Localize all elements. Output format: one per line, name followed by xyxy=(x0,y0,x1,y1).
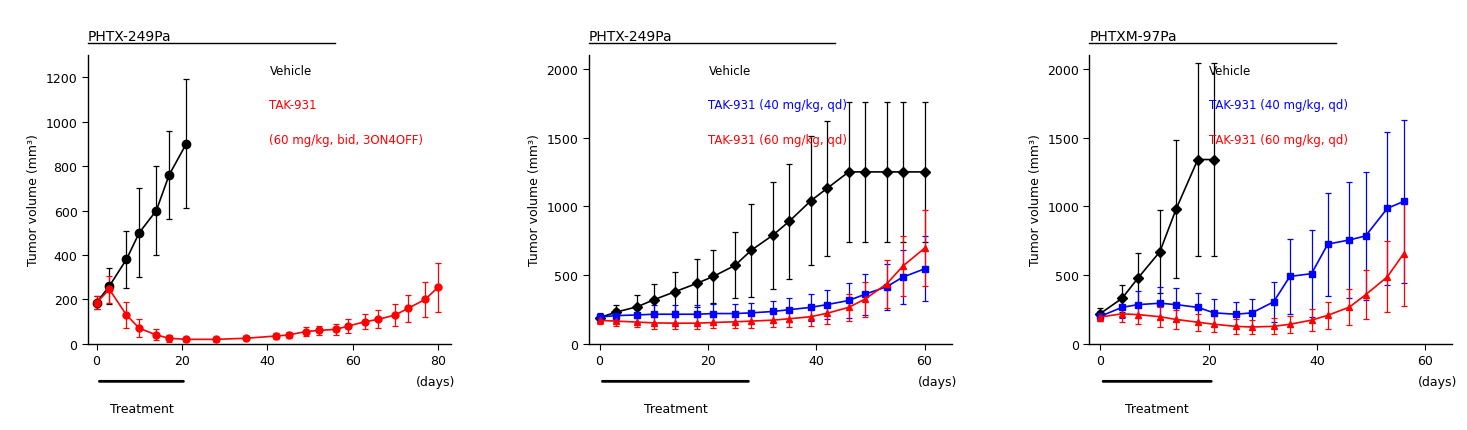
Text: (60 mg/kg, bid, 3ON4OFF): (60 mg/kg, bid, 3ON4OFF) xyxy=(270,134,424,147)
Text: TAK-931 (60 mg/kg, qd): TAK-931 (60 mg/kg, qd) xyxy=(1209,134,1348,147)
Text: TAK-931 (40 mg/kg, qd): TAK-931 (40 mg/kg, qd) xyxy=(1209,99,1348,112)
Text: PHTXM-97Pa: PHTXM-97Pa xyxy=(1090,31,1177,44)
Text: TAK-931: TAK-931 xyxy=(270,99,317,112)
Y-axis label: Tumor volume (mm³): Tumor volume (mm³) xyxy=(28,134,40,266)
Text: Vehicle: Vehicle xyxy=(709,64,751,77)
Text: TAK-931 (40 mg/kg, qd): TAK-931 (40 mg/kg, qd) xyxy=(709,99,848,112)
Text: Treatment: Treatment xyxy=(1125,402,1190,415)
Text: (days): (days) xyxy=(415,375,455,388)
Text: Vehicle: Vehicle xyxy=(1209,64,1251,77)
Text: PHTX-249Pa: PHTX-249Pa xyxy=(88,31,172,44)
Text: PHTX-249Pa: PHTX-249Pa xyxy=(588,31,672,44)
Text: (days): (days) xyxy=(1419,375,1458,388)
Text: (days): (days) xyxy=(918,375,956,388)
Text: TAK-931 (60 mg/kg, qd): TAK-931 (60 mg/kg, qd) xyxy=(709,134,848,147)
Y-axis label: Tumor volume (mm³): Tumor volume (mm³) xyxy=(528,134,541,266)
Text: Treatment: Treatment xyxy=(110,402,173,415)
Y-axis label: Tumor volume (mm³): Tumor volume (mm³) xyxy=(1028,134,1042,266)
Text: Treatment: Treatment xyxy=(644,402,707,415)
Text: Vehicle: Vehicle xyxy=(270,64,311,77)
